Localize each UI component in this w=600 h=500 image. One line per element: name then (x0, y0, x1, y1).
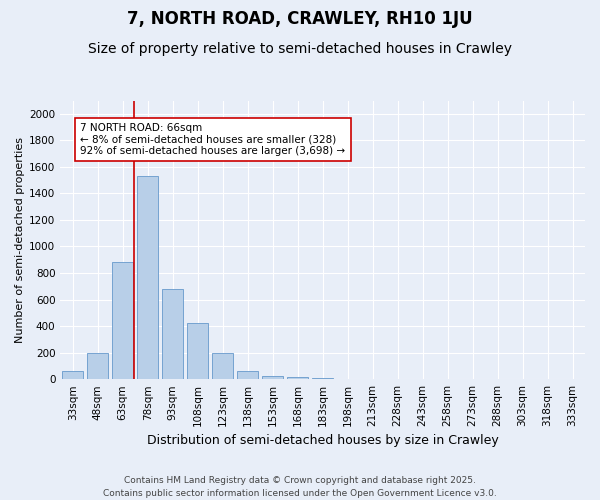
Bar (87, 352, 109, 379)
Bar (262, 376, 283, 379)
Text: Contains HM Land Registry data © Crown copyright and database right 2025.
Contai: Contains HM Land Registry data © Crown c… (103, 476, 497, 498)
Bar (312, 378, 333, 379)
Bar (237, 371, 258, 379)
Bar (187, 324, 208, 379)
Bar (287, 377, 308, 379)
Bar (137, 176, 158, 379)
X-axis label: Distribution of semi-detached houses by size in Crawley: Distribution of semi-detached houses by … (147, 434, 499, 448)
Bar (112, 262, 133, 379)
Bar (212, 352, 233, 379)
Bar (162, 289, 184, 379)
Text: 7 NORTH ROAD: 66sqm
← 8% of semi-detached houses are smaller (328)
92% of semi-d: 7 NORTH ROAD: 66sqm ← 8% of semi-detache… (80, 123, 346, 156)
Text: 7, NORTH ROAD, CRAWLEY, RH10 1JU: 7, NORTH ROAD, CRAWLEY, RH10 1JU (127, 10, 473, 28)
Bar (62, 370, 83, 379)
Y-axis label: Number of semi-detached properties: Number of semi-detached properties (15, 137, 25, 343)
Text: Size of property relative to semi-detached houses in Crawley: Size of property relative to semi-detach… (88, 42, 512, 56)
